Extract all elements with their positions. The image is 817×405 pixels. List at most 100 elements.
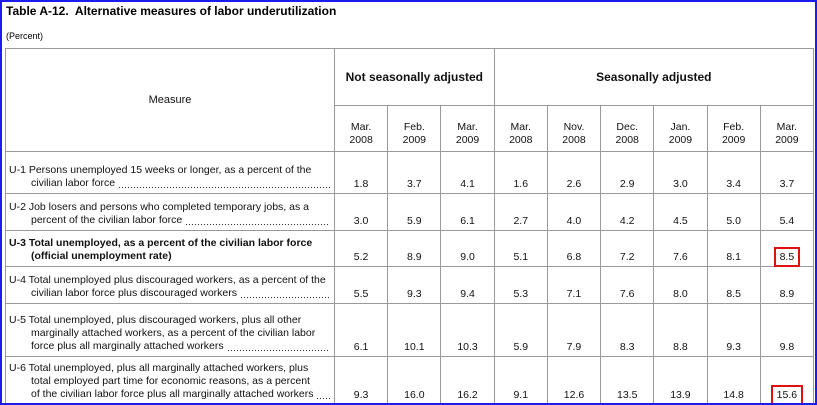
period-header: Mar. 2008 — [333, 105, 389, 152]
value-cell: 8.9 — [759, 266, 815, 304]
value: 5.2 — [353, 251, 369, 263]
value: 4.1 — [460, 178, 475, 190]
dot-leader — [118, 177, 330, 190]
measure-line: marginally attached workers, as a percen… — [9, 327, 330, 340]
value: 2.7 — [513, 215, 529, 227]
value-cell: 7.1 — [546, 266, 602, 304]
period-header: Mar. 2008 — [493, 105, 548, 152]
value-cell: 7.6 — [653, 230, 708, 267]
measure-line: force plus all marginally attached worke… — [9, 340, 330, 353]
value: 5.0 — [726, 215, 741, 227]
value: 7.9 — [566, 341, 582, 353]
value: 1.8 — [353, 178, 369, 190]
value: 3.0 — [353, 215, 369, 227]
value: 16.0 — [404, 389, 425, 401]
measure-line: U-3 Total unemployed, as a percent of th… — [9, 237, 330, 250]
period-header: Feb. 2009 — [706, 105, 761, 152]
measure-cell: U-2 Job losers and persons who completed… — [5, 193, 335, 231]
period-year: 2009 — [668, 134, 693, 146]
value-cell: 8.5 — [706, 266, 761, 304]
measure-line: U-2 Job losers and persons who completed… — [9, 201, 330, 214]
value: 5.1 — [513, 251, 529, 263]
period-header: Nov. 2008 — [546, 105, 602, 152]
value-cell: 5.5 — [333, 266, 389, 304]
value-cell: 9.3 — [387, 266, 442, 304]
value: 7.6 — [673, 251, 688, 263]
value-cell: 5.9 — [493, 303, 548, 357]
measure-line: percent of the civilian labor force — [9, 214, 330, 227]
period-month: Mar. — [350, 121, 372, 133]
value-cell: 6.1 — [440, 193, 495, 231]
value-cell: 8.9 — [387, 230, 442, 267]
value-cell: 5.9 — [387, 193, 442, 231]
value-cell: 6.1 — [333, 303, 389, 357]
measure-line: total employed part time for economic re… — [9, 375, 330, 388]
value-cell: 8.1 — [706, 230, 761, 267]
value-cell: 15.6 — [759, 356, 815, 403]
value: 5.9 — [513, 341, 529, 353]
measure-text: U-6 Total unemployed, plus all marginall… — [9, 362, 309, 374]
measure-line: U-5 Total unemployed, plus discouraged w… — [9, 314, 330, 327]
value: 3.7 — [407, 178, 422, 190]
value: 2.9 — [619, 178, 635, 190]
value-cell: 8.5 — [759, 230, 815, 267]
value-cell: 5.1 — [493, 230, 548, 267]
value-cell: 16.2 — [440, 356, 495, 403]
value-cell: 4.0 — [546, 193, 602, 231]
value-cell: 7.6 — [600, 266, 655, 304]
data-row: U-4 Total unemployed plus discouraged wo… — [5, 266, 815, 304]
measure-cell: U-1 Persons unemployed 15 weeks or longe… — [5, 151, 335, 194]
dot-leader — [316, 388, 330, 401]
table-body: U-1 Persons unemployed 15 weeks or longe… — [5, 151, 815, 403]
measure-cell: U-6 Total unemployed, plus all marginall… — [5, 356, 335, 403]
measure-text: percent of the civilian labor force — [31, 214, 183, 226]
value-cell: 8.3 — [600, 303, 655, 357]
value: 10.3 — [457, 341, 478, 353]
measure-text: civilian labor force plus discouraged wo… — [31, 287, 238, 299]
measure-text: U-5 Total unemployed, plus discouraged w… — [9, 314, 302, 326]
dot-leader — [240, 287, 330, 300]
measure-text: force plus all marginally attached worke… — [31, 340, 224, 352]
period-month: Mar. — [776, 121, 798, 133]
measure-text: marginally attached workers, as a percen… — [31, 327, 316, 339]
value: 10.1 — [404, 341, 425, 353]
value-cell: 4.1 — [440, 151, 495, 194]
value: 9.1 — [513, 389, 529, 401]
value-cell: 9.0 — [440, 230, 495, 267]
measure-line: civilian labor force — [9, 177, 330, 190]
value-cell: 13.5 — [600, 356, 655, 403]
value: 8.3 — [619, 341, 635, 353]
measure-text: U-1 Persons unemployed 15 weeks or longe… — [9, 164, 312, 176]
value-cell: 3.4 — [706, 151, 761, 194]
group-header: Seasonally adjusted — [493, 48, 815, 106]
period-year: 2009 — [775, 134, 799, 146]
value: 4.5 — [673, 215, 688, 227]
period-year: 2008 — [349, 134, 373, 146]
measure-text: U-4 Total unemployed plus discouraged wo… — [9, 274, 326, 286]
value-cell: 6.8 — [546, 230, 602, 267]
value: 8.5 — [773, 247, 801, 267]
period-header: Feb. 2009 — [387, 105, 442, 152]
measure-line: (official unemployment rate) — [9, 250, 330, 263]
data-row: U-6 Total unemployed, plus all marginall… — [5, 356, 815, 403]
value: 8.8 — [673, 341, 688, 353]
value-cell: 2.9 — [600, 151, 655, 194]
group-header: Not seasonally adjusted — [334, 48, 495, 106]
period-month: Jan. — [670, 121, 691, 133]
data-row: U-5 Total unemployed, plus discouraged w… — [5, 303, 815, 357]
period-month: Nov. — [563, 121, 585, 133]
value: 2.6 — [566, 178, 582, 190]
value-cell: 5.0 — [706, 193, 761, 231]
value-cell: 9.3 — [333, 356, 389, 403]
table-head: Measure Not seasonally adjusted Seasonally… — [5, 48, 815, 152]
measure-text: of the civilian labor force plus all mar… — [31, 388, 314, 400]
measure-line: U-1 Persons unemployed 15 weeks or longe… — [9, 164, 330, 177]
period-header: Dec. 2008 — [600, 105, 655, 152]
measure-header: Measure — [5, 48, 335, 152]
value: 8.5 — [726, 288, 741, 300]
measure-cell: U-4 Total unemployed plus discouraged wo… — [5, 266, 335, 304]
header-row: Measure Not seasonally adjusted Seasonally… — [5, 48, 815, 152]
value-cell: 4.2 — [600, 193, 655, 231]
value: 16.2 — [457, 389, 478, 401]
